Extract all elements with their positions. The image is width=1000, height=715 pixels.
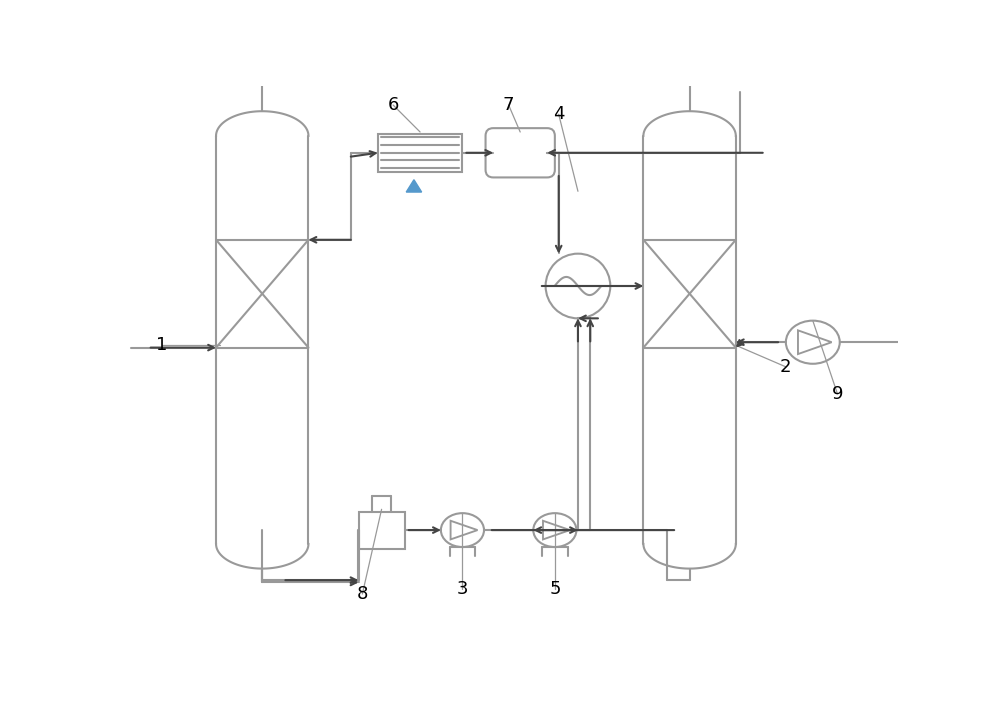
Text: 8: 8 bbox=[357, 585, 368, 603]
Text: 4: 4 bbox=[553, 105, 564, 123]
Text: 9: 9 bbox=[832, 385, 843, 403]
Text: 1: 1 bbox=[156, 336, 168, 355]
Polygon shape bbox=[406, 179, 422, 192]
Text: 5: 5 bbox=[549, 580, 561, 598]
Text: 7: 7 bbox=[503, 96, 514, 114]
Bar bbox=[378, 134, 462, 172]
Text: 6: 6 bbox=[387, 96, 399, 114]
Text: 3: 3 bbox=[457, 580, 468, 598]
Bar bbox=[359, 512, 405, 548]
Text: 2: 2 bbox=[780, 358, 792, 376]
